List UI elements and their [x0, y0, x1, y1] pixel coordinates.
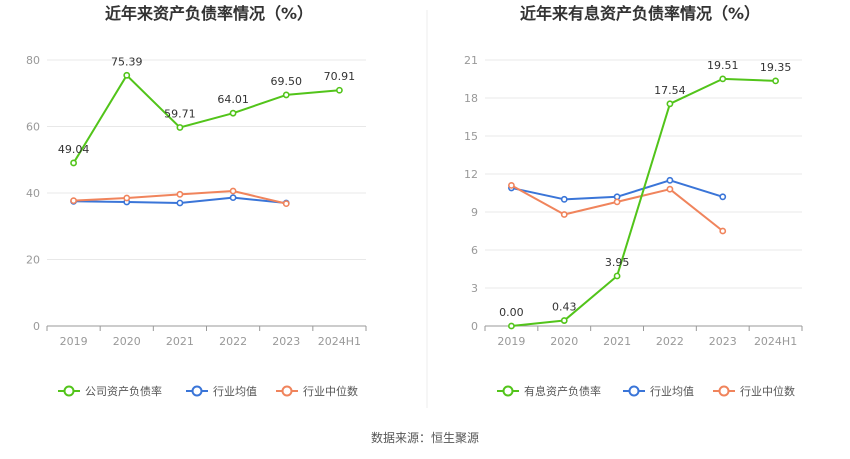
chart-title: 近年来资产负债率情况（%） — [105, 4, 313, 23]
data-point — [772, 77, 779, 85]
data-point — [666, 185, 674, 193]
data-label: 19.51 — [707, 59, 739, 72]
legend-marker — [63, 385, 75, 397]
data-point — [508, 181, 515, 189]
data-point — [176, 190, 184, 198]
data-label: 0.00 — [499, 306, 524, 319]
x-tick-label: 2024H1 — [318, 335, 361, 348]
data-label: 49.04 — [58, 143, 90, 156]
data-point — [666, 100, 674, 108]
data-label: 59.71 — [164, 107, 196, 120]
data-label: 17.54 — [654, 84, 686, 97]
chart-title: 近年来有息资产负债率情况（%） — [520, 4, 760, 23]
data-point — [508, 322, 515, 330]
y-tick-label: 3 — [471, 282, 478, 295]
x-tick-label: 2021 — [166, 335, 194, 348]
data-point — [229, 187, 237, 195]
data-source: 数据来源：恒生聚源 — [371, 430, 479, 445]
data-point — [719, 193, 727, 201]
chart-panel-interest-debt-ratio: 近年来有息资产负债率情况（%） 0 3 6 9 12 15 18 21 2019 2020 2021 2… — [464, 4, 803, 398]
x-tick-label: 2023 — [709, 335, 737, 348]
legend-marker — [628, 385, 640, 397]
x-tick-label: 2019 — [60, 335, 88, 348]
y-tick-label: 9 — [471, 206, 478, 219]
y-tick-label: 21 — [464, 54, 478, 67]
data-point — [613, 272, 621, 280]
data-label: 70.91 — [324, 70, 356, 83]
legend-label[interactable]: 行业中位数 — [740, 384, 795, 398]
x-tick-label: 2020 — [550, 335, 578, 348]
legend-label[interactable]: 有息资产负债率 — [524, 384, 601, 398]
y-tick-label: 20 — [26, 254, 40, 267]
series-line — [72, 74, 340, 164]
series-line — [511, 77, 776, 327]
y-tick-label: 6 — [471, 244, 478, 257]
data-label: 75.39 — [111, 55, 143, 68]
data-label: 3.95 — [605, 256, 630, 269]
series-line — [510, 184, 724, 232]
y-tick-label: 60 — [26, 121, 40, 134]
legend-marker — [718, 385, 730, 397]
data-point — [282, 91, 290, 99]
y-tick-label: 15 — [464, 130, 478, 143]
data-label: 0.43 — [552, 301, 577, 314]
data-point — [560, 195, 568, 203]
x-tick-label: 2022 — [656, 335, 684, 348]
y-tick-label: 0 — [471, 320, 478, 333]
y-tick-label: 80 — [26, 54, 40, 67]
y-tick-label: 40 — [26, 187, 40, 200]
data-point — [719, 227, 727, 235]
x-tick-label: 2019 — [497, 335, 525, 348]
legend-marker — [281, 385, 293, 397]
data-point — [70, 197, 77, 205]
data-point — [560, 211, 568, 218]
data-point — [176, 124, 184, 131]
data-label: 64.01 — [217, 93, 249, 106]
data-point — [719, 75, 727, 83]
data-point — [123, 71, 131, 79]
data-label: 69.50 — [271, 75, 303, 88]
legend-label[interactable]: 公司资产负债率 — [85, 384, 162, 398]
data-point — [123, 194, 131, 202]
legend-label[interactable]: 行业中位数 — [303, 384, 358, 398]
y-tick-label: 12 — [464, 168, 478, 181]
data-point — [70, 159, 77, 167]
data-point — [613, 198, 621, 206]
x-tick-label: 2021 — [603, 335, 631, 348]
x-tick-label: 2020 — [113, 335, 141, 348]
legend-label[interactable]: 行业均值 — [650, 385, 694, 398]
data-label: 19.35 — [760, 61, 792, 74]
data-point — [229, 194, 237, 202]
data-point — [282, 200, 290, 208]
legend-marker — [191, 385, 203, 397]
data-point — [666, 176, 674, 184]
x-tick-label: 2022 — [219, 335, 247, 348]
x-tick-label: 2023 — [272, 335, 300, 348]
legend-label[interactable]: 行业均值 — [213, 385, 257, 398]
data-point — [176, 199, 184, 207]
data-point — [229, 109, 237, 117]
legend-marker — [502, 385, 514, 397]
data-point — [560, 317, 568, 324]
y-tick-label: 18 — [464, 92, 478, 105]
x-tick-label: 2024H1 — [754, 335, 797, 348]
y-tick-label: 0 — [33, 320, 40, 333]
chart-panel-debt-ratio: 近年来资产负债率情况（%） 0 20 40 60 80 2019 2020 2021 2022 20… — [26, 4, 367, 398]
data-point — [336, 86, 343, 94]
